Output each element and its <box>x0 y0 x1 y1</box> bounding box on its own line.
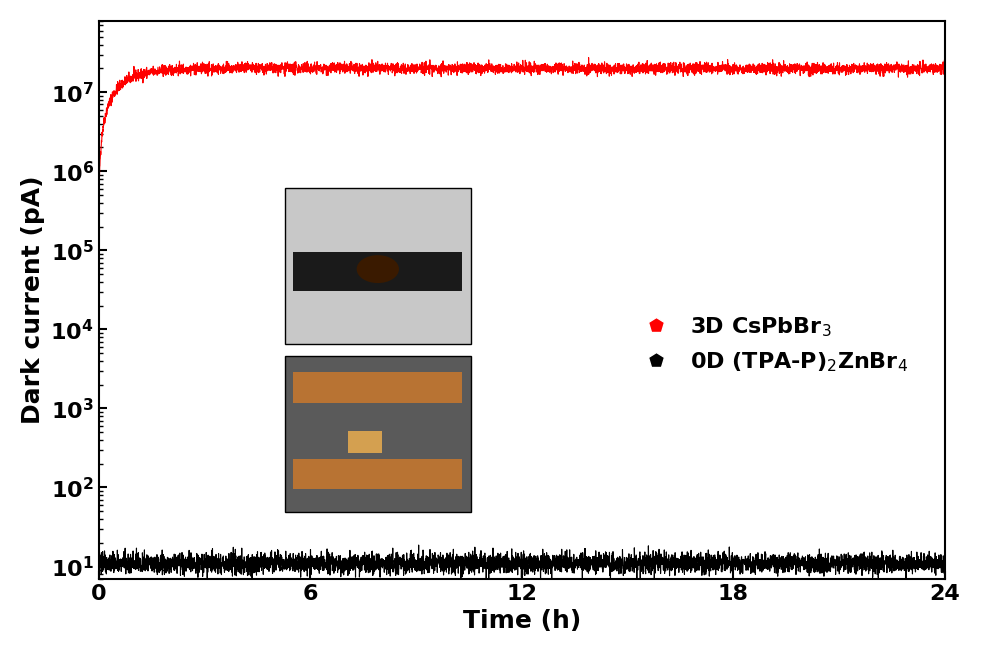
FancyBboxPatch shape <box>284 188 471 345</box>
Circle shape <box>357 255 399 283</box>
Y-axis label: Dark current (pA): Dark current (pA) <box>21 175 45 424</box>
X-axis label: Time (h): Time (h) <box>463 609 581 633</box>
FancyBboxPatch shape <box>293 252 462 292</box>
FancyBboxPatch shape <box>293 459 462 489</box>
FancyBboxPatch shape <box>293 372 462 403</box>
FancyBboxPatch shape <box>284 356 471 512</box>
Legend: 3D CsPbBr$_3$, 0D (TPA-P)$_2$ZnBr$_4$: 3D CsPbBr$_3$, 0D (TPA-P)$_2$ZnBr$_4$ <box>625 306 917 383</box>
FancyBboxPatch shape <box>348 431 382 453</box>
